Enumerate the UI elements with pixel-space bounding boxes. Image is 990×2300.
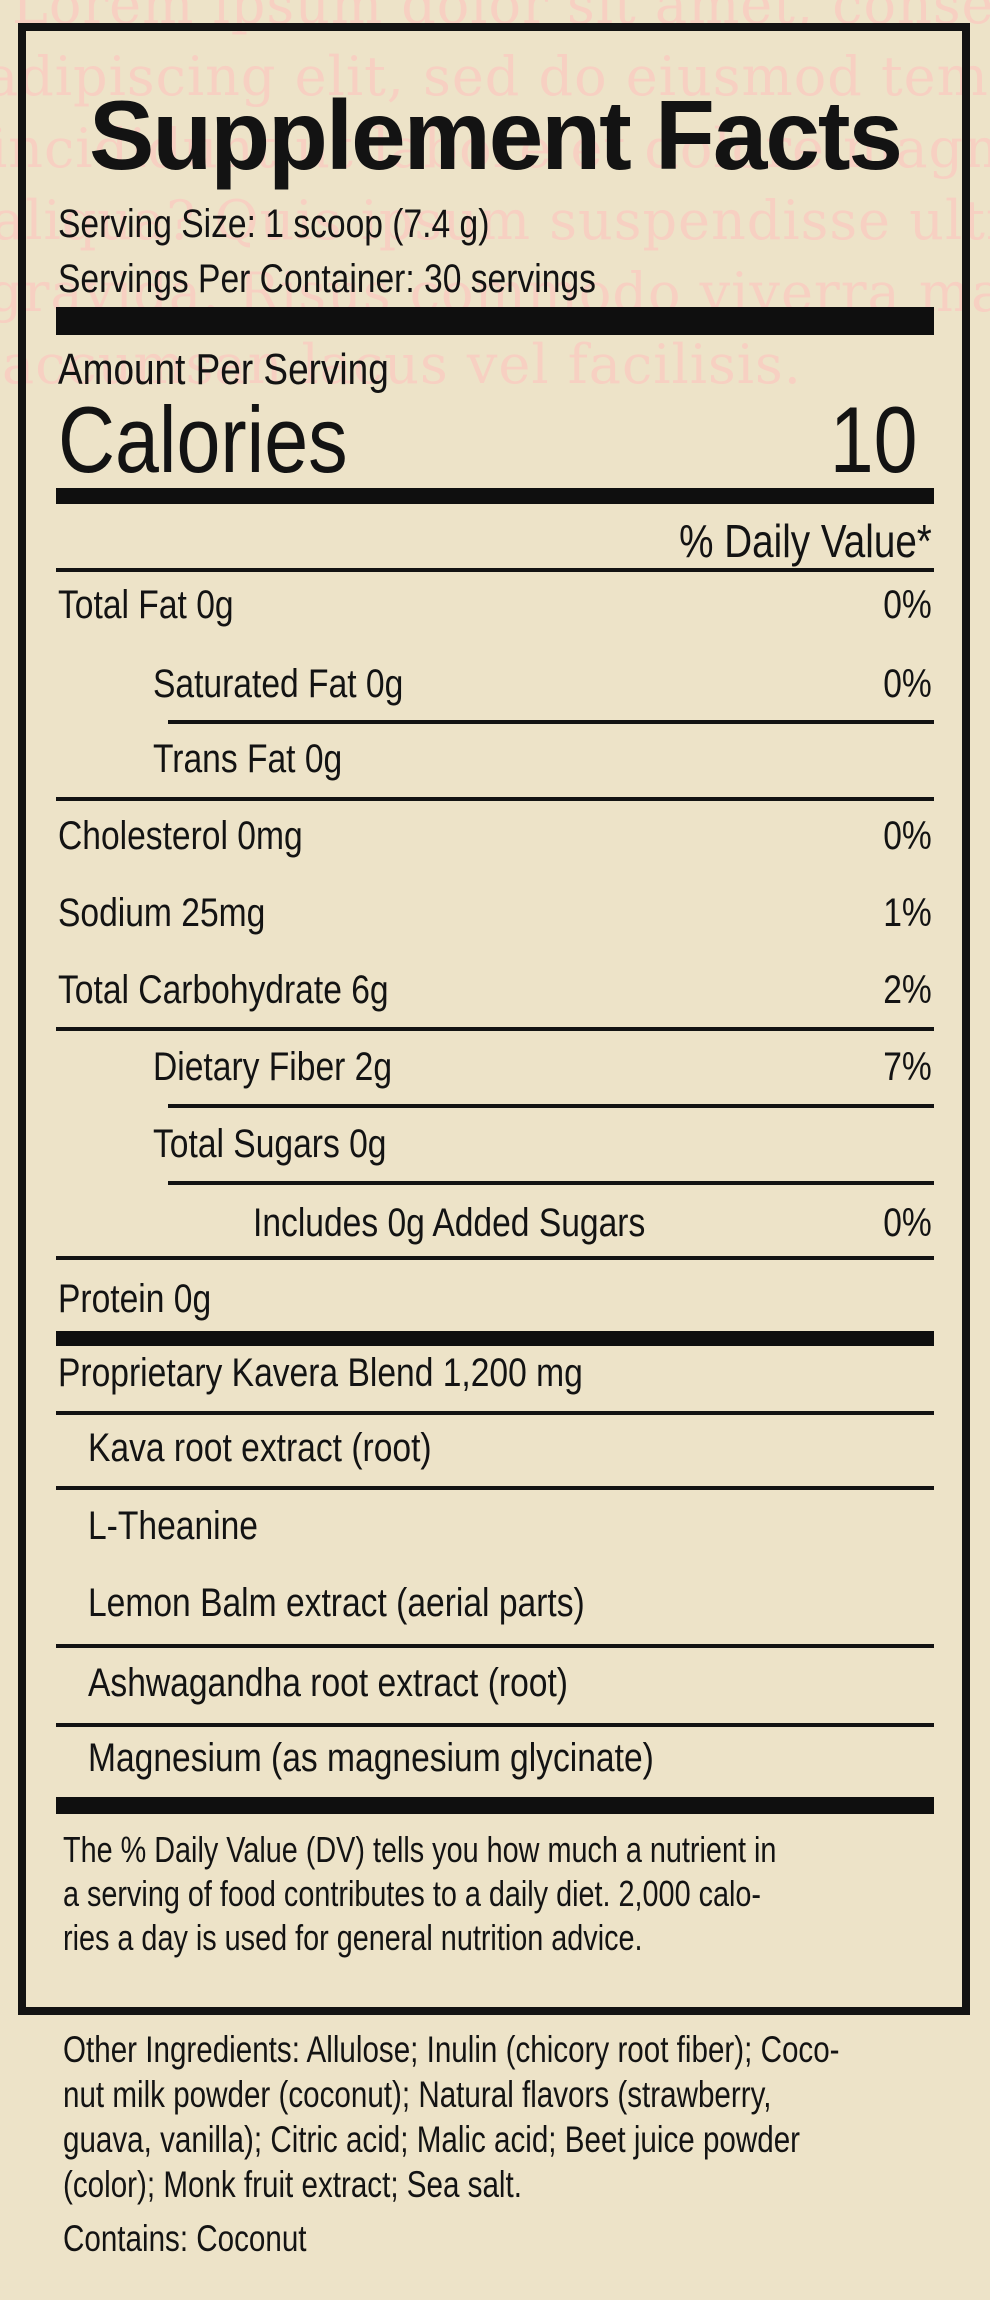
nutrient-value: 0%	[883, 814, 932, 858]
facts-box-border	[18, 23, 970, 2015]
other-ingredients: Other Ingredients: Allulose; Inulin (chi…	[63, 2027, 990, 2207]
nutrient-row-sodium: Sodium 25mg 1%	[58, 893, 932, 933]
footnote-line: The % Daily Value (DV) tells you how muc…	[63, 1828, 955, 1872]
separator-line-indented	[168, 720, 934, 724]
calories-value: 10	[813, 393, 918, 487]
nutrient-value: 7%	[883, 1045, 932, 1089]
other-ingredients-line: guava, vanilla); Citric acid; Malic acid…	[63, 2117, 990, 2162]
other-ingredients-line-text: Other Ingredients: Allulose; Inulin (chi…	[63, 2029, 840, 2070]
other-ingredients-line-text: nut milk powder (coconut); Natural flavo…	[63, 2074, 772, 2115]
nutrient-label: Total Fat 0g	[58, 583, 234, 627]
footnote-line-text: a serving of food contributes to a daily…	[63, 1873, 762, 1914]
nutrient-value: 1%	[883, 891, 932, 935]
footnote-line: ries a day is used for general nutrition…	[63, 1916, 955, 1960]
nutrient-row-trans-fat: Trans Fat 0g	[153, 739, 932, 779]
nutrient-label: Includes 0g Added Sugars	[253, 1201, 646, 1245]
separator-line	[56, 1486, 934, 1490]
bg-text-line: aliqua? Quis ipsum suspendisse ultrices	[0, 189, 990, 252]
nutrient-label: Total Sugars 0g	[153, 1122, 387, 1166]
daily-value-header: % Daily Value*	[631, 518, 932, 564]
nutrient-row-total-sugars: Total Sugars 0g	[153, 1124, 932, 1164]
blend-header-row: Proprietary Kavera Blend 1,200 mg	[58, 1353, 932, 1393]
separator-bar-thick	[56, 307, 934, 335]
nutrient-row-total-fat: Total Fat 0g 0%	[58, 585, 932, 625]
blend-item-label: Kava root extract (root)	[88, 1426, 432, 1470]
nutrient-label: Saturated Fat 0g	[153, 662, 404, 706]
blend-item-magnesium: Magnesium (as magnesium glycinate)	[88, 1738, 932, 1778]
nutrient-label: Sodium 25mg	[58, 891, 266, 935]
blend-header: Proprietary Kavera Blend 1,200 mg	[58, 1351, 583, 1395]
nutrient-label: Total Carbohydrate 6g	[58, 968, 389, 1012]
blend-item-kava: Kava root extract (root)	[88, 1428, 932, 1468]
separator-bar-thick	[56, 1331, 934, 1346]
separator-line	[56, 1723, 934, 1727]
other-ingredients-line-text: guava, vanilla); Citric acid; Malic acid…	[63, 2119, 801, 2160]
nutrient-row-saturated-fat: Saturated Fat 0g 0%	[153, 664, 932, 704]
other-ingredients-line: Other Ingredients: Allulose; Inulin (chi…	[63, 2027, 990, 2072]
separator-bar-thick	[56, 488, 934, 504]
calories-value-text: 10	[830, 387, 918, 492]
nutrient-value: 0%	[883, 662, 932, 706]
amount-per-serving-label: Amount Per Serving	[58, 348, 452, 392]
facts-title: Supplement Facts	[88, 80, 903, 190]
calories-label-text: Calories	[58, 387, 348, 492]
nutrient-value: 0%	[883, 583, 932, 627]
nutrient-label: Cholesterol 0mg	[58, 814, 303, 858]
separator-line	[56, 797, 934, 801]
separator-bar-thick	[56, 1797, 934, 1814]
separator-line	[56, 1411, 934, 1415]
daily-value-header-text: % Daily Value*	[679, 515, 932, 567]
blend-item-label: Ashwagandha root extract (root)	[88, 1661, 568, 1705]
servings-per-container-text: Servings Per Container: 30 servings	[58, 257, 596, 301]
separator-line	[56, 1027, 934, 1031]
bg-text-line: incididunt ut labore et dolore magna	[0, 117, 990, 180]
separator-line	[56, 568, 934, 572]
nutrient-row-total-carbohydrate: Total Carbohydrate 6g 2%	[58, 970, 932, 1010]
blend-item-label: Magnesium (as magnesium glycinate)	[88, 1736, 654, 1780]
separator-line	[56, 1644, 934, 1648]
blend-item-label: Lemon Balm extract (aerial parts)	[88, 1581, 585, 1625]
bg-text-line: accumsan lacus vel facilisis.	[2, 333, 802, 396]
separator-line-indented	[168, 1181, 934, 1185]
other-ingredients-line: nut milk powder (coconut); Natural flavo…	[63, 2072, 990, 2117]
separator-line-indented	[168, 1104, 934, 1108]
nutrient-label: Dietary Fiber 2g	[153, 1045, 393, 1089]
footnote-line-text: The % Daily Value (DV) tells you how muc…	[63, 1829, 777, 1870]
bg-text-line: adipiscing elit, sed do eiusmod tempor	[0, 45, 990, 108]
calories-label: Calories	[58, 393, 403, 487]
nutrient-value: 0%	[883, 1201, 932, 1245]
nutrient-row-cholesterol: Cholesterol 0mg 0%	[58, 816, 932, 856]
nutrient-label: Protein 0g	[58, 1277, 212, 1321]
blend-item-ashwagandha: Ashwagandha root extract (root)	[88, 1663, 932, 1703]
amount-per-serving-text: Amount Per Serving	[58, 345, 389, 394]
nutrient-row-protein: Protein 0g	[58, 1279, 932, 1319]
nutrient-row-dietary-fiber: Dietary Fiber 2g 7%	[153, 1047, 932, 1087]
blend-item-l-theanine: L-Theanine	[88, 1506, 932, 1546]
other-ingredients-line: (color); Monk fruit extract; Sea salt.	[63, 2162, 990, 2207]
nutrient-row-added-sugars: Includes 0g Added Sugars 0%	[253, 1203, 932, 1243]
separator-line	[56, 1256, 934, 1260]
nutrient-value: 2%	[883, 968, 932, 1012]
blend-item-label: L-Theanine	[88, 1504, 258, 1548]
footnote-line-text: ries a day is used for general nutrition…	[63, 1917, 643, 1958]
serving-size-text: Serving Size: 1 scoop (7.4 g)	[58, 202, 490, 246]
nutrient-label: Trans Fat 0g	[153, 737, 343, 781]
contains-statement-text: Contains: Coconut	[63, 2218, 307, 2259]
serving-size: Serving Size: 1 scoop (7.4 g)	[58, 204, 572, 244]
other-ingredients-line-text: (color); Monk fruit extract; Sea salt.	[63, 2164, 522, 2205]
blend-item-lemon-balm: Lemon Balm extract (aerial parts)	[88, 1583, 932, 1623]
daily-value-footnote: The % Daily Value (DV) tells you how muc…	[63, 1828, 955, 1960]
contains-statement: Contains: Coconut	[63, 2220, 367, 2257]
servings-per-container: Servings Per Container: 30 servings	[58, 259, 698, 299]
footnote-line: a serving of food contributes to a daily…	[63, 1872, 955, 1916]
